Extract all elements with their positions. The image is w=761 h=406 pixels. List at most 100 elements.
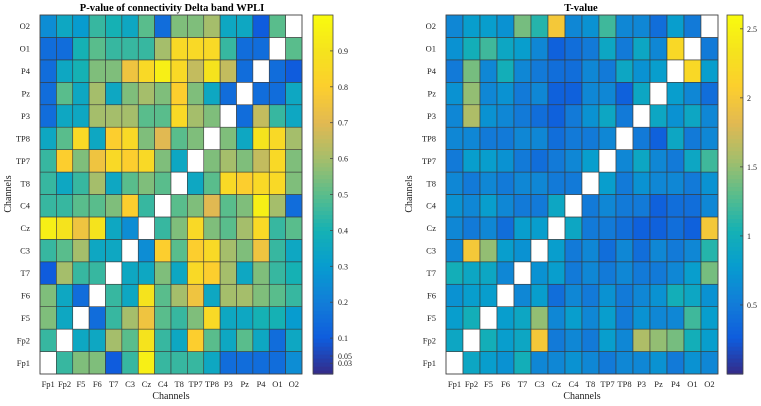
tvalue-cell-C3-Fp1	[445, 239, 464, 263]
pvalue-colorbar-gradient-step	[313, 186, 333, 192]
tvalue-cell-F6-Fp1	[445, 283, 464, 307]
tvalue-cell-Pz-P3	[632, 82, 651, 106]
tvalue-cell-C4-O1	[683, 194, 702, 218]
tvalue-cell-TP7-F6	[496, 149, 515, 173]
pvalue-cell-C3-P3	[219, 239, 237, 263]
tvalue-cell-F5-P4	[666, 306, 685, 330]
pvalue-x-tick-T8: T8	[174, 379, 183, 389]
tvalue-cell-Cz-Pz	[649, 216, 668, 240]
pvalue-cell-Cz-C3	[121, 216, 139, 240]
tvalue-cell-TP8-F6	[496, 126, 515, 150]
pvalue-cell-Fp2-P3	[219, 328, 237, 352]
tvalue-cell-T7-Cz	[547, 261, 566, 285]
pvalue-cell-F6-O2	[285, 283, 303, 307]
pvalue-cell-O2-TP8	[203, 14, 221, 38]
pvalue-colorbar-gradient-step	[313, 266, 333, 271]
tvalue-cell-C4-C3	[530, 194, 549, 218]
tvalue-y-tick-labels: Fp1 Fp2 F5 F6 T7 C3 Cz C4 T8 TP7 TP8 P3 Pz P4 O1 O2	[422, 21, 437, 368]
pvalue-x-tick-C4: C4	[158, 379, 169, 389]
tvalue-cell-TP8-O1	[683, 126, 702, 150]
pvalue-cell-O2-TP7	[187, 14, 205, 38]
pvalue-cell-Fp1-P4	[252, 351, 270, 375]
tvalue-cell-Pz-F6	[496, 82, 515, 106]
pvalue-cell-O1-O2	[285, 37, 303, 61]
tvalue-x-tick-TP8: TP8	[617, 379, 631, 389]
pvalue-colorbar-gradient-step	[313, 134, 333, 140]
pvalue-y-tick-P4: P4	[21, 66, 31, 76]
pvalue-cell-C4-F6	[88, 194, 106, 218]
tvalue-colorbar-gradient-step	[727, 222, 743, 228]
pvalue-cell-O1-TP7	[187, 37, 205, 61]
tvalue-cell-C4-F5	[479, 194, 498, 218]
tvalue-y-tick-C4: C4	[426, 201, 437, 211]
pvalue-x-tick-Fp1: Fp1	[42, 379, 55, 389]
pvalue-cell-P4-Fp1	[39, 59, 57, 83]
pvalue-colorbar-gradient-step	[313, 310, 333, 315]
tvalue-cell-Pz-Fp2	[462, 82, 481, 106]
tvalue-cell-P3-F5	[479, 104, 498, 128]
pvalue-colorbar-gradient-step	[313, 110, 333, 116]
pvalue-cell-TP8-P3	[219, 126, 237, 150]
tvalue-x-tick-T7: T7	[518, 379, 527, 389]
pvalue-colorbar-tick-label: 0.03	[338, 359, 352, 368]
tvalue-cell-C3-Fp2	[462, 239, 481, 263]
pvalue-cell-P3-Fp2	[56, 104, 74, 128]
tvalue-cell-C3-C4	[564, 239, 583, 263]
pvalue-colorbar-gradient-step	[313, 122, 333, 128]
pvalue-cell-TP8-TP7	[187, 126, 205, 150]
tvalue-cell-P4-TP8	[615, 59, 634, 83]
pvalue-colorbar-gradient-step	[313, 94, 333, 100]
pvalue-colorbar-gradient-step	[313, 318, 333, 323]
tvalue-y-tick-F5: F5	[427, 313, 436, 323]
pvalue-y-tick-T7: T7	[21, 268, 30, 278]
tvalue-cell-Fp1-Fp2	[462, 351, 481, 375]
pvalue-cell-C4-P3	[219, 194, 237, 218]
pvalue-cell-TP8-O1	[268, 126, 286, 150]
pvalue-colorbar-gradient-step	[313, 358, 333, 363]
pvalue-colorbar-gradient-step	[313, 306, 333, 311]
tvalue-cell-Cz-P3	[632, 216, 651, 240]
tvalue-cell-C4-Fp1	[445, 194, 464, 218]
tvalue-cell-Fp2-F5	[479, 328, 498, 352]
tvalue-y-tick-Cz: Cz	[427, 223, 437, 233]
tvalue-colorbar-gradient-step	[727, 198, 743, 204]
tvalue-colorbar-gradient-step	[727, 138, 743, 144]
tvalue-y-tick-TP7: TP7	[422, 156, 436, 166]
pvalue-cell-T7-F6	[88, 261, 106, 285]
pvalue-x-tick-Fp2: Fp2	[58, 379, 71, 389]
pvalue-y-tick-Cz: Cz	[21, 223, 31, 233]
pvalue-cell-P3-P4	[252, 104, 270, 128]
pvalue-cell-Cz-Fp2	[56, 216, 74, 240]
pvalue-cell-T7-P4	[252, 261, 270, 285]
tvalue-cell-TP7-Fp1	[445, 149, 464, 173]
pvalue-cell-F5-Pz	[236, 306, 254, 330]
tvalue-cell-O2-F5	[479, 14, 498, 38]
tvalue-cell-T8-C3	[530, 171, 549, 195]
tvalue-y-tick-T8: T8	[427, 178, 436, 188]
pvalue-cell-F6-F5	[72, 283, 90, 307]
pvalue-cell-P4-P4	[252, 59, 270, 83]
tvalue-colorbar-tick-label: 0.5	[747, 301, 757, 310]
tvalue-colorbar-gradient-step	[727, 362, 743, 367]
pvalue-cell-F5-P4	[252, 306, 270, 330]
pvalue-cell-P4-O2	[285, 59, 303, 83]
tvalue-cell-C3-TP7	[598, 239, 617, 263]
pvalue-cell-F6-P3	[219, 283, 237, 307]
pvalue-cell-O1-Fp2	[56, 37, 74, 61]
tvalue-colorbar-gradient-step	[727, 15, 743, 20]
pvalue-colorbar-gradient-step	[313, 278, 333, 283]
tvalue-cell-C4-P3	[632, 194, 651, 218]
tvalue-colorbar-gradient-step	[727, 78, 743, 84]
tvalue-cell-F5-O1	[683, 306, 702, 330]
tvalue-colorbar-gradient-step	[727, 94, 743, 100]
pvalue-cell-Cz-Cz	[137, 216, 155, 240]
pvalue-cell-TP8-Cz	[137, 126, 155, 150]
pvalue-cell-TP8-Fp2	[56, 126, 74, 150]
tvalue-y-tick-TP8: TP8	[422, 133, 436, 143]
pvalue-cell-F5-O2	[285, 306, 303, 330]
pvalue-cell-C3-Cz	[137, 239, 155, 263]
tvalue-cell-C3-P3	[632, 239, 651, 263]
pvalue-colorbar-gradient-step	[313, 174, 333, 180]
tvalue-cell-Pz-C4	[564, 82, 583, 106]
pvalue-colorbar-tick-label: 0.1	[338, 334, 348, 343]
